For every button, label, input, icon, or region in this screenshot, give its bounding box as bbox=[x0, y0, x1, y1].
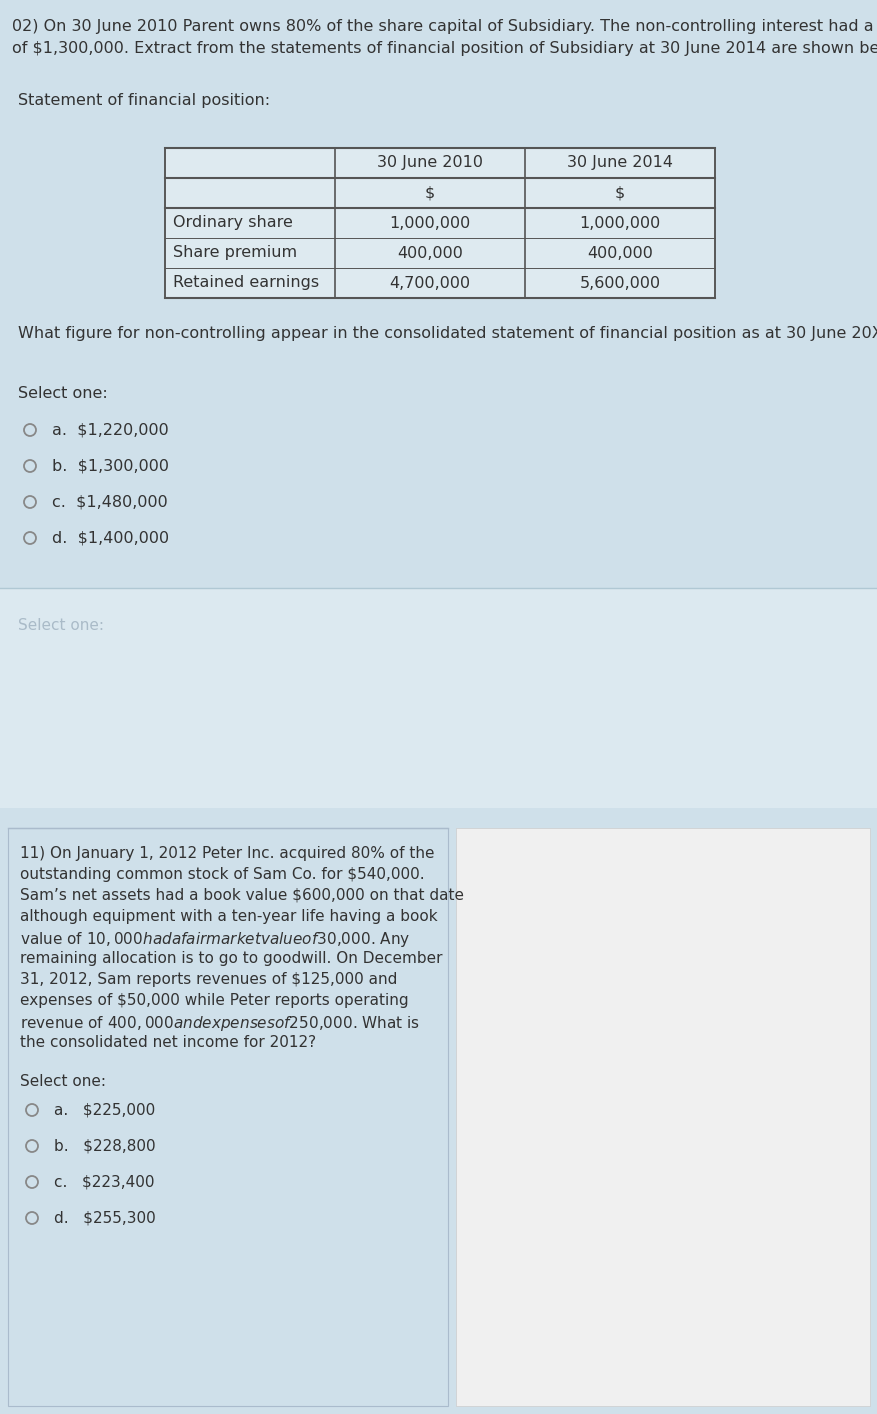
Text: Ordinary share: Ordinary share bbox=[173, 215, 293, 230]
Text: 30 June 2010: 30 June 2010 bbox=[376, 156, 482, 171]
Text: 400,000: 400,000 bbox=[396, 246, 462, 260]
Text: Share premium: Share premium bbox=[173, 246, 296, 260]
Text: of $1,300,000. Extract from the statements of financial position of Subsidiary a: of $1,300,000. Extract from the statemen… bbox=[12, 41, 877, 57]
Text: c.  $1,480,000: c. $1,480,000 bbox=[52, 495, 168, 509]
Text: a.  $1,220,000: a. $1,220,000 bbox=[52, 423, 168, 437]
Text: a.   $225,000: a. $225,000 bbox=[54, 1103, 155, 1117]
Text: 02) On 30 June 2010 Parent owns 80% of the share capital of Subsidiary. The non-: 02) On 30 June 2010 Parent owns 80% of t… bbox=[12, 18, 877, 34]
Text: expenses of $50,000 while Peter reports operating: expenses of $50,000 while Peter reports … bbox=[20, 993, 408, 1008]
Text: Sam’s net assets had a book value $600,000 on that date: Sam’s net assets had a book value $600,0… bbox=[20, 888, 463, 904]
Text: revenue of $400,000 and expenses of $250,000. What is: revenue of $400,000 and expenses of $250… bbox=[20, 1014, 419, 1034]
Text: value of $10,000 had a fair market value of $30,000. Any: value of $10,000 had a fair market value… bbox=[20, 930, 410, 949]
Bar bbox=[165, 148, 714, 298]
Text: 5,600,000: 5,600,000 bbox=[579, 276, 660, 290]
Text: Select one:: Select one: bbox=[18, 386, 108, 402]
Text: Statement of financial position:: Statement of financial position: bbox=[18, 93, 270, 107]
Bar bbox=[0, 588, 877, 807]
Text: outstanding common stock of Sam Co. for $540,000.: outstanding common stock of Sam Co. for … bbox=[20, 867, 424, 882]
Text: What figure for non-controlling appear in the consolidated statement of financia: What figure for non-controlling appear i… bbox=[18, 327, 877, 341]
Text: remaining allocation is to go to goodwill. On December: remaining allocation is to go to goodwil… bbox=[20, 952, 442, 966]
Text: b.  $1,300,000: b. $1,300,000 bbox=[52, 458, 168, 474]
Text: c.   $223,400: c. $223,400 bbox=[54, 1175, 154, 1189]
Text: the consolidated net income for 2012?: the consolidated net income for 2012? bbox=[20, 1035, 316, 1051]
Text: d.  $1,400,000: d. $1,400,000 bbox=[52, 530, 169, 546]
Bar bbox=[455, 829, 869, 1406]
Text: Select one:: Select one: bbox=[18, 618, 103, 633]
Text: d.   $255,300: d. $255,300 bbox=[54, 1210, 155, 1226]
Text: $: $ bbox=[424, 185, 435, 201]
Text: b.   $228,800: b. $228,800 bbox=[54, 1138, 155, 1154]
Text: 1,000,000: 1,000,000 bbox=[579, 215, 660, 230]
Bar bbox=[8, 829, 447, 1406]
Text: 31, 2012, Sam reports revenues of $125,000 and: 31, 2012, Sam reports revenues of $125,0… bbox=[20, 971, 397, 987]
Text: 4,700,000: 4,700,000 bbox=[389, 276, 470, 290]
Text: $: $ bbox=[614, 185, 624, 201]
Text: 11) On January 1, 2012 Peter Inc. acquired 80% of the: 11) On January 1, 2012 Peter Inc. acquir… bbox=[20, 846, 434, 861]
Text: although equipment with a ten-year life having a book: although equipment with a ten-year life … bbox=[20, 909, 437, 923]
Text: 30 June 2014: 30 June 2014 bbox=[567, 156, 673, 171]
Text: 1,000,000: 1,000,000 bbox=[389, 215, 470, 230]
Text: Select one:: Select one: bbox=[20, 1075, 106, 1089]
Text: 400,000: 400,000 bbox=[587, 246, 652, 260]
Text: Retained earnings: Retained earnings bbox=[173, 276, 318, 290]
